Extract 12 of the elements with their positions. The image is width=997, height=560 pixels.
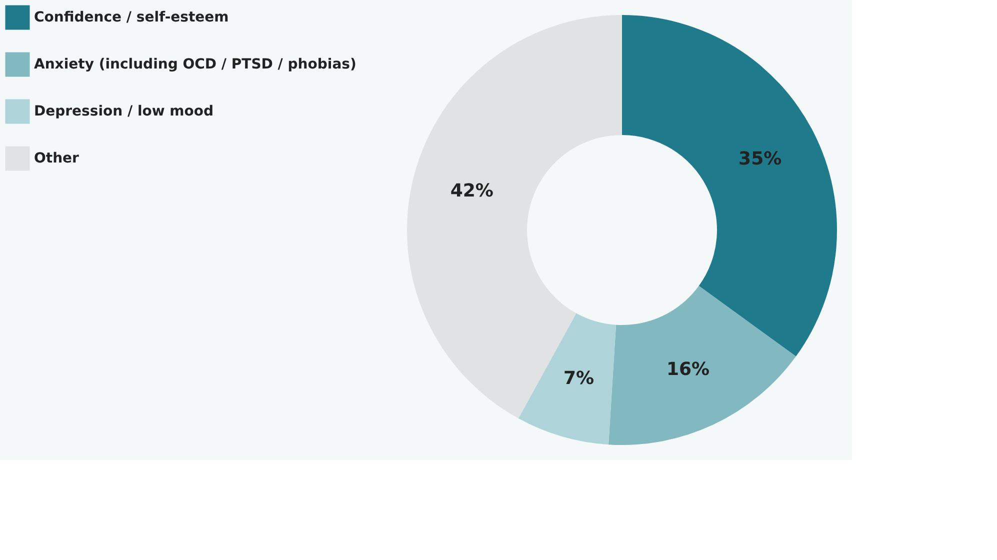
donut-slice [518,313,616,445]
data-label: 42% [450,180,494,202]
legend-label: Anxiety (including OCD / PTSD / phobias) [34,56,356,72]
legend-label: Other [34,150,80,166]
donut-slice [622,15,837,356]
donut-slice [608,286,796,445]
data-label: 7% [563,368,594,389]
donut-slice [407,15,622,418]
legend-label: Depression / low mood [34,104,214,120]
data-label: 35% [738,148,782,170]
data-label: 16% [666,359,710,380]
legend-label: Confidence / self-esteem [34,10,229,26]
